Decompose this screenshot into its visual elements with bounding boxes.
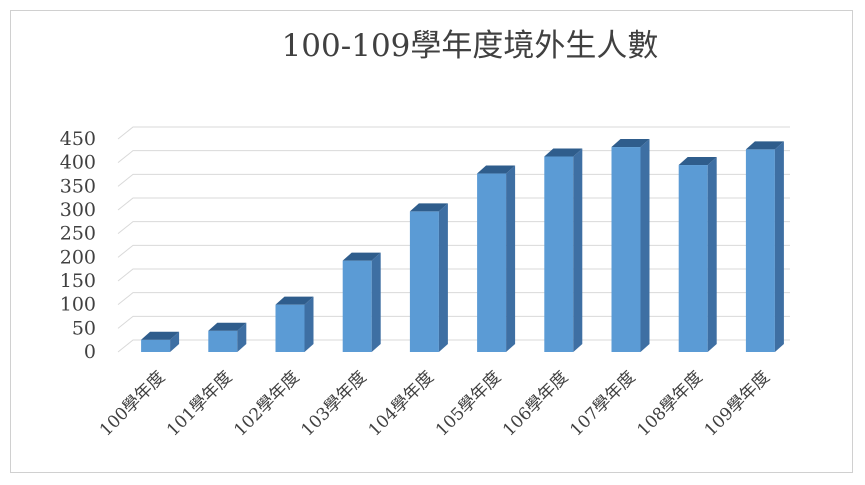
x-tick-label: 106學年度 <box>499 367 572 440</box>
bar <box>342 252 381 352</box>
bar-top <box>275 296 314 305</box>
bar <box>745 141 784 352</box>
bar <box>544 148 583 352</box>
bar-front <box>409 211 439 352</box>
bar-top <box>745 141 784 150</box>
bars <box>141 139 784 352</box>
x-axis-ticks: 100學年度101學年度102學年度103學年度104學年度105學年度106學… <box>96 367 774 440</box>
bar-front <box>275 304 305 352</box>
y-tick-label: 400 <box>60 152 96 174</box>
chart-title: 100-109學年度境外生人數 <box>282 28 659 64</box>
bar <box>678 157 717 352</box>
bar-top <box>409 203 448 212</box>
x-tick-label: 101學年度 <box>163 367 236 440</box>
bar-front <box>477 173 507 352</box>
bar-side <box>237 322 247 352</box>
x-tick-label: 103學年度 <box>298 367 371 440</box>
bar-side <box>774 141 784 352</box>
x-tick-label: 104學年度 <box>365 367 438 440</box>
bar-top <box>611 139 650 148</box>
bar-front <box>141 339 171 352</box>
bar-side <box>573 148 583 352</box>
y-tick-label: 200 <box>60 246 96 268</box>
bar <box>611 139 650 352</box>
bar <box>409 203 448 352</box>
x-tick-label: 100學年度 <box>96 367 169 440</box>
bar <box>477 165 516 352</box>
x-tick-label: 108學年度 <box>634 367 707 440</box>
bar-front <box>208 330 238 352</box>
bar-side <box>506 165 516 352</box>
x-tick-label: 102學年度 <box>230 367 303 440</box>
bar-top <box>342 252 381 261</box>
bar-front <box>678 165 708 352</box>
bar-top <box>678 157 717 166</box>
bar <box>141 331 180 352</box>
y-tick-label: 0 <box>84 341 96 363</box>
bar-side <box>304 296 314 352</box>
bar-side <box>371 252 381 352</box>
bar-side <box>707 157 717 352</box>
y-tick-label: 250 <box>60 223 96 245</box>
x-tick-label: 105學年度 <box>432 367 505 440</box>
gridline <box>117 126 790 140</box>
bar-top <box>477 165 516 174</box>
bar-front <box>342 260 372 352</box>
bar-side <box>640 139 650 352</box>
bar-front <box>544 156 574 352</box>
bar <box>275 296 314 352</box>
bar-front <box>611 147 641 352</box>
y-tick-label: 150 <box>60 270 96 292</box>
bar-side <box>438 203 448 352</box>
y-tick-label: 50 <box>72 317 96 339</box>
y-tick-label: 350 <box>60 175 96 197</box>
bar-top <box>208 322 247 331</box>
bar-top <box>544 148 583 157</box>
y-tick-label: 300 <box>60 199 96 221</box>
bar-top <box>141 331 180 340</box>
y-tick-label: 100 <box>60 294 96 316</box>
x-tick-label: 109學年度 <box>701 367 774 440</box>
x-tick-label: 107學年度 <box>566 367 639 440</box>
bar <box>208 322 247 352</box>
y-tick-label: 450 <box>60 128 96 150</box>
bar-front <box>745 149 775 352</box>
bar-side <box>170 331 180 352</box>
